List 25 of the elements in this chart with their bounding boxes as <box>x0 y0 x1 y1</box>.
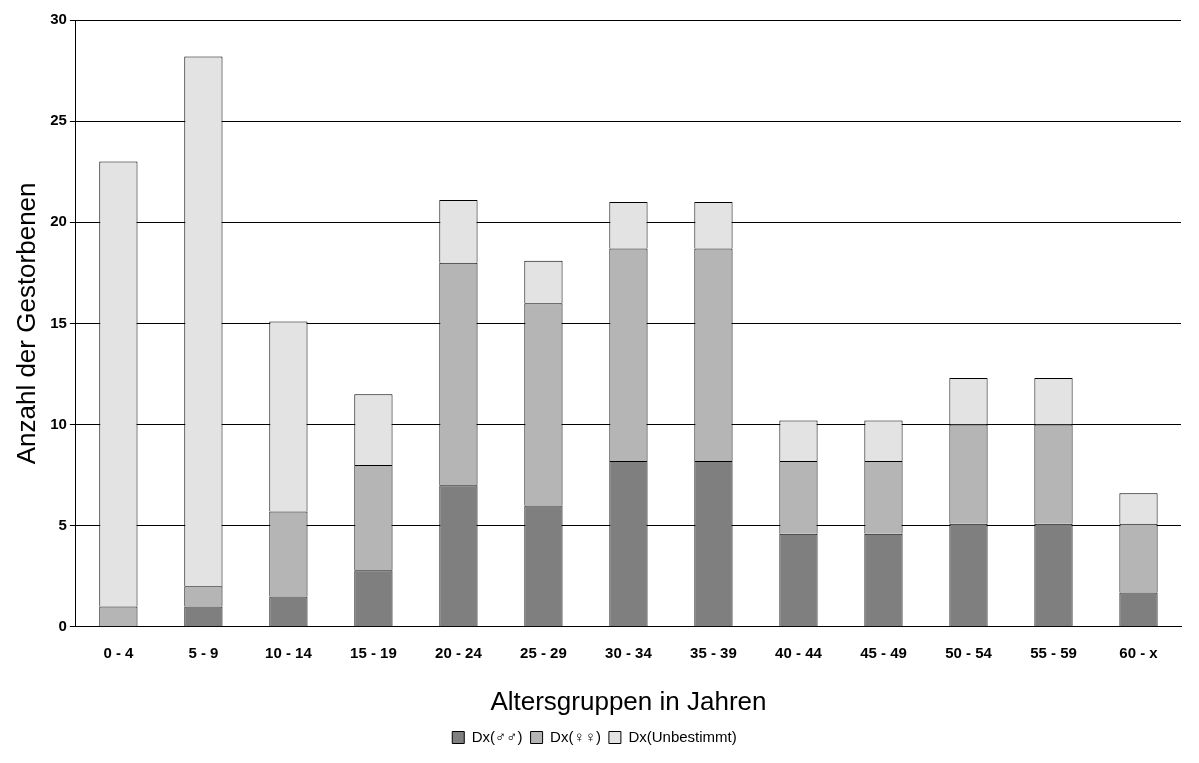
x-tick-label: 40 - 44 <box>775 643 823 661</box>
y-tick-label: 10 <box>50 414 67 432</box>
x-tick-label: 25 - 29 <box>520 643 567 661</box>
x-tick-label: 60 - x <box>1119 643 1159 661</box>
x-tick-label: 30 - 34 <box>605 643 653 661</box>
legend-label: Dx(♀♀) <box>550 727 601 745</box>
y-axis-title: Anzahl der Gestorbenen <box>10 182 41 465</box>
y-tick-label: 0 <box>58 616 67 634</box>
x-tick-label: 55 - 59 <box>1030 643 1077 661</box>
x-tick-label: 0 - 4 <box>103 643 135 661</box>
x-tick-label: 20 - 24 <box>435 643 483 661</box>
x-tick-label: 5 - 9 <box>188 643 219 661</box>
legend-label: Dx(♂♂) <box>471 727 523 745</box>
y-tick-label: 20 <box>50 212 67 230</box>
x-tick-label: 10 - 14 <box>265 643 313 661</box>
legend-label: Dx(Unbestimmt) <box>628 727 737 745</box>
y-tick-label: 25 <box>50 111 67 129</box>
x-tick-label: 45 - 49 <box>860 643 907 661</box>
x-tick-label: 35 - 39 <box>690 643 737 661</box>
x-tick-label: 50 - 54 <box>945 643 993 661</box>
x-axis-title: Altersgruppen in Jahren <box>490 685 767 716</box>
x-tick-label: 15 - 19 <box>350 643 397 661</box>
y-tick-label: 15 <box>50 313 67 331</box>
y-tick-label: 5 <box>58 515 67 533</box>
y-tick-label: 30 <box>50 10 67 28</box>
